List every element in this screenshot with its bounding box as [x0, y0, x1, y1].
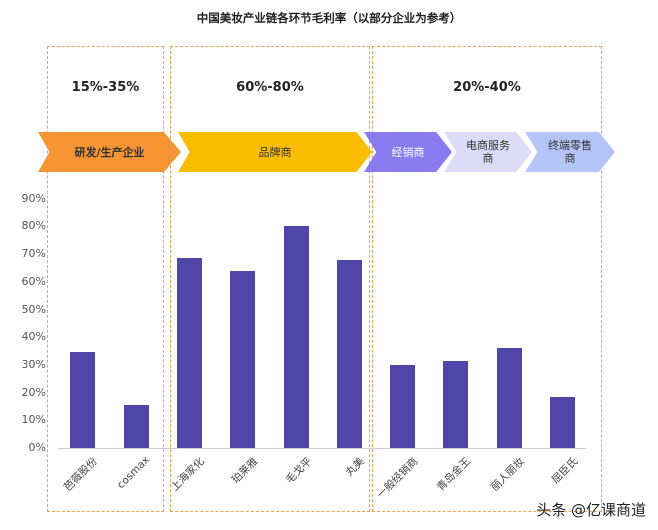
segment-range-manufacturing: 15%-35%: [71, 80, 140, 95]
chart-title: 中国美妆产业链各环节毛利率（以部分企业为参考）: [196, 11, 462, 25]
bar: [177, 258, 202, 448]
stage-label: 经销商: [391, 145, 425, 159]
segment-range-distribution: 20%-40%: [453, 80, 521, 95]
stage-chevron-retail: 终端零售商: [525, 132, 615, 172]
y-tick-label: 40%: [21, 330, 46, 344]
stage-chevron-brand: 品牌商: [178, 132, 372, 172]
stage-chevron-manufacturing: 研发/生产企业: [38, 132, 181, 172]
y-tick-label: 0%: [28, 441, 46, 454]
y-tick-label: 50%: [21, 302, 46, 316]
stage-label: 电商服务商: [466, 139, 510, 165]
y-tick-label: 10%: [21, 413, 46, 427]
y-tick-label: 30%: [21, 357, 46, 371]
stage-label: 品牌商: [258, 145, 292, 159]
bar: [390, 364, 415, 448]
segment-range-brand: 60%-80%: [236, 80, 304, 95]
segment-box-distribution: [372, 46, 602, 512]
bar: [230, 270, 255, 448]
watermark: 头条 @亿课商道: [536, 501, 646, 519]
y-tick-label: 80%: [21, 219, 46, 233]
y-tick-label: 60%: [21, 274, 46, 288]
bar: [550, 396, 575, 448]
stage-label: 研发/生产企业: [74, 145, 145, 159]
bar: [443, 360, 468, 448]
y-tick-label: 20%: [21, 385, 46, 399]
y-tick-label: 70%: [21, 247, 46, 261]
x-axis-line: [58, 448, 586, 449]
bar: [497, 348, 522, 448]
stage-label: 终端零售商: [548, 139, 592, 165]
y-tick-label: 90%: [21, 191, 46, 205]
stage-chevron-ecommerce: 电商服务商: [444, 132, 532, 172]
stage-chevron-distributor: 经销商: [364, 132, 452, 172]
segment-box-brand: [170, 46, 370, 512]
segment-box-manufacturing: [47, 46, 164, 512]
bar: [284, 226, 309, 448]
bar: [70, 352, 95, 448]
bar: [124, 405, 149, 448]
bar: [337, 259, 362, 448]
